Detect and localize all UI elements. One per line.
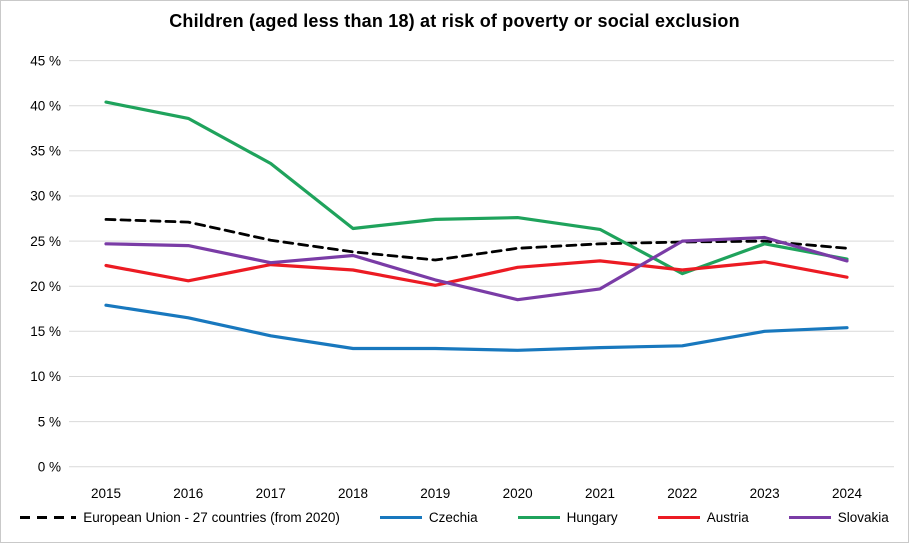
y-tick-label-30: 30 %: [30, 189, 61, 204]
legend-item-hungary: Hungary: [517, 510, 618, 525]
chart-title: Children (aged less than 18) at risk of …: [169, 11, 740, 31]
y-tick-label-5: 5 %: [38, 414, 61, 429]
x-tick-label-2017: 2017: [256, 486, 286, 501]
x-tick-label-2022: 2022: [667, 486, 697, 501]
legend-line-swatch-slovakia: [788, 515, 831, 520]
legend-label-slovakia: Slovakia: [837, 510, 889, 525]
legend-line-swatch-czechia: [379, 515, 422, 520]
y-tick-label-15: 15 %: [30, 324, 61, 339]
legend-label-czechia: Czechia: [428, 510, 478, 525]
series-line-austria: [104, 259, 849, 287]
y-tick-label-40: 40 %: [30, 98, 61, 113]
legend-line-swatch-european-union-27-countries-from-2020: [20, 515, 77, 520]
series-line-czechia: [104, 303, 849, 352]
y-tick-label-45: 45 %: [30, 53, 61, 68]
x-tick-label-2015: 2015: [91, 486, 121, 501]
legend-label-european-union-27-countries-from-2020: European Union - 27 countries (from 2020…: [83, 510, 340, 525]
y-tick-label-35: 35 %: [30, 144, 61, 159]
legend-item-austria: Austria: [657, 510, 749, 525]
legend-item-slovakia: Slovakia: [788, 510, 889, 525]
y-tick-label-25: 25 %: [30, 234, 61, 249]
y-tick-label-0: 0 %: [38, 459, 61, 474]
legend-line-swatch-hungary: [517, 515, 560, 520]
legend-item-european-union-27-countries-from-2020: European Union - 27 countries (from 2020…: [20, 510, 340, 525]
legend-label-hungary: Hungary: [566, 510, 618, 525]
chart-legend: European Union - 27 countries (from 2020…: [1, 510, 908, 525]
series-line-european-union-27-countries-from-2020: [104, 217, 849, 262]
x-tick-label-2024: 2024: [832, 486, 863, 501]
x-tick-label-2018: 2018: [338, 486, 368, 501]
x-tick-label-2019: 2019: [420, 486, 450, 501]
y-tick-label-10: 10 %: [30, 369, 61, 384]
x-tick-label-2016: 2016: [173, 486, 203, 501]
x-tick-label-2020: 2020: [503, 486, 533, 501]
legend-label-austria: Austria: [706, 510, 749, 525]
x-tick-label-2021: 2021: [585, 486, 615, 501]
y-tick-label-20: 20 %: [30, 279, 61, 294]
legend-line-swatch-austria: [657, 515, 700, 520]
legend-item-czechia: Czechia: [379, 510, 478, 525]
series-line-hungary: [104, 100, 849, 276]
x-tick-label-2023: 2023: [750, 486, 780, 501]
series-line-slovakia: [104, 235, 849, 302]
